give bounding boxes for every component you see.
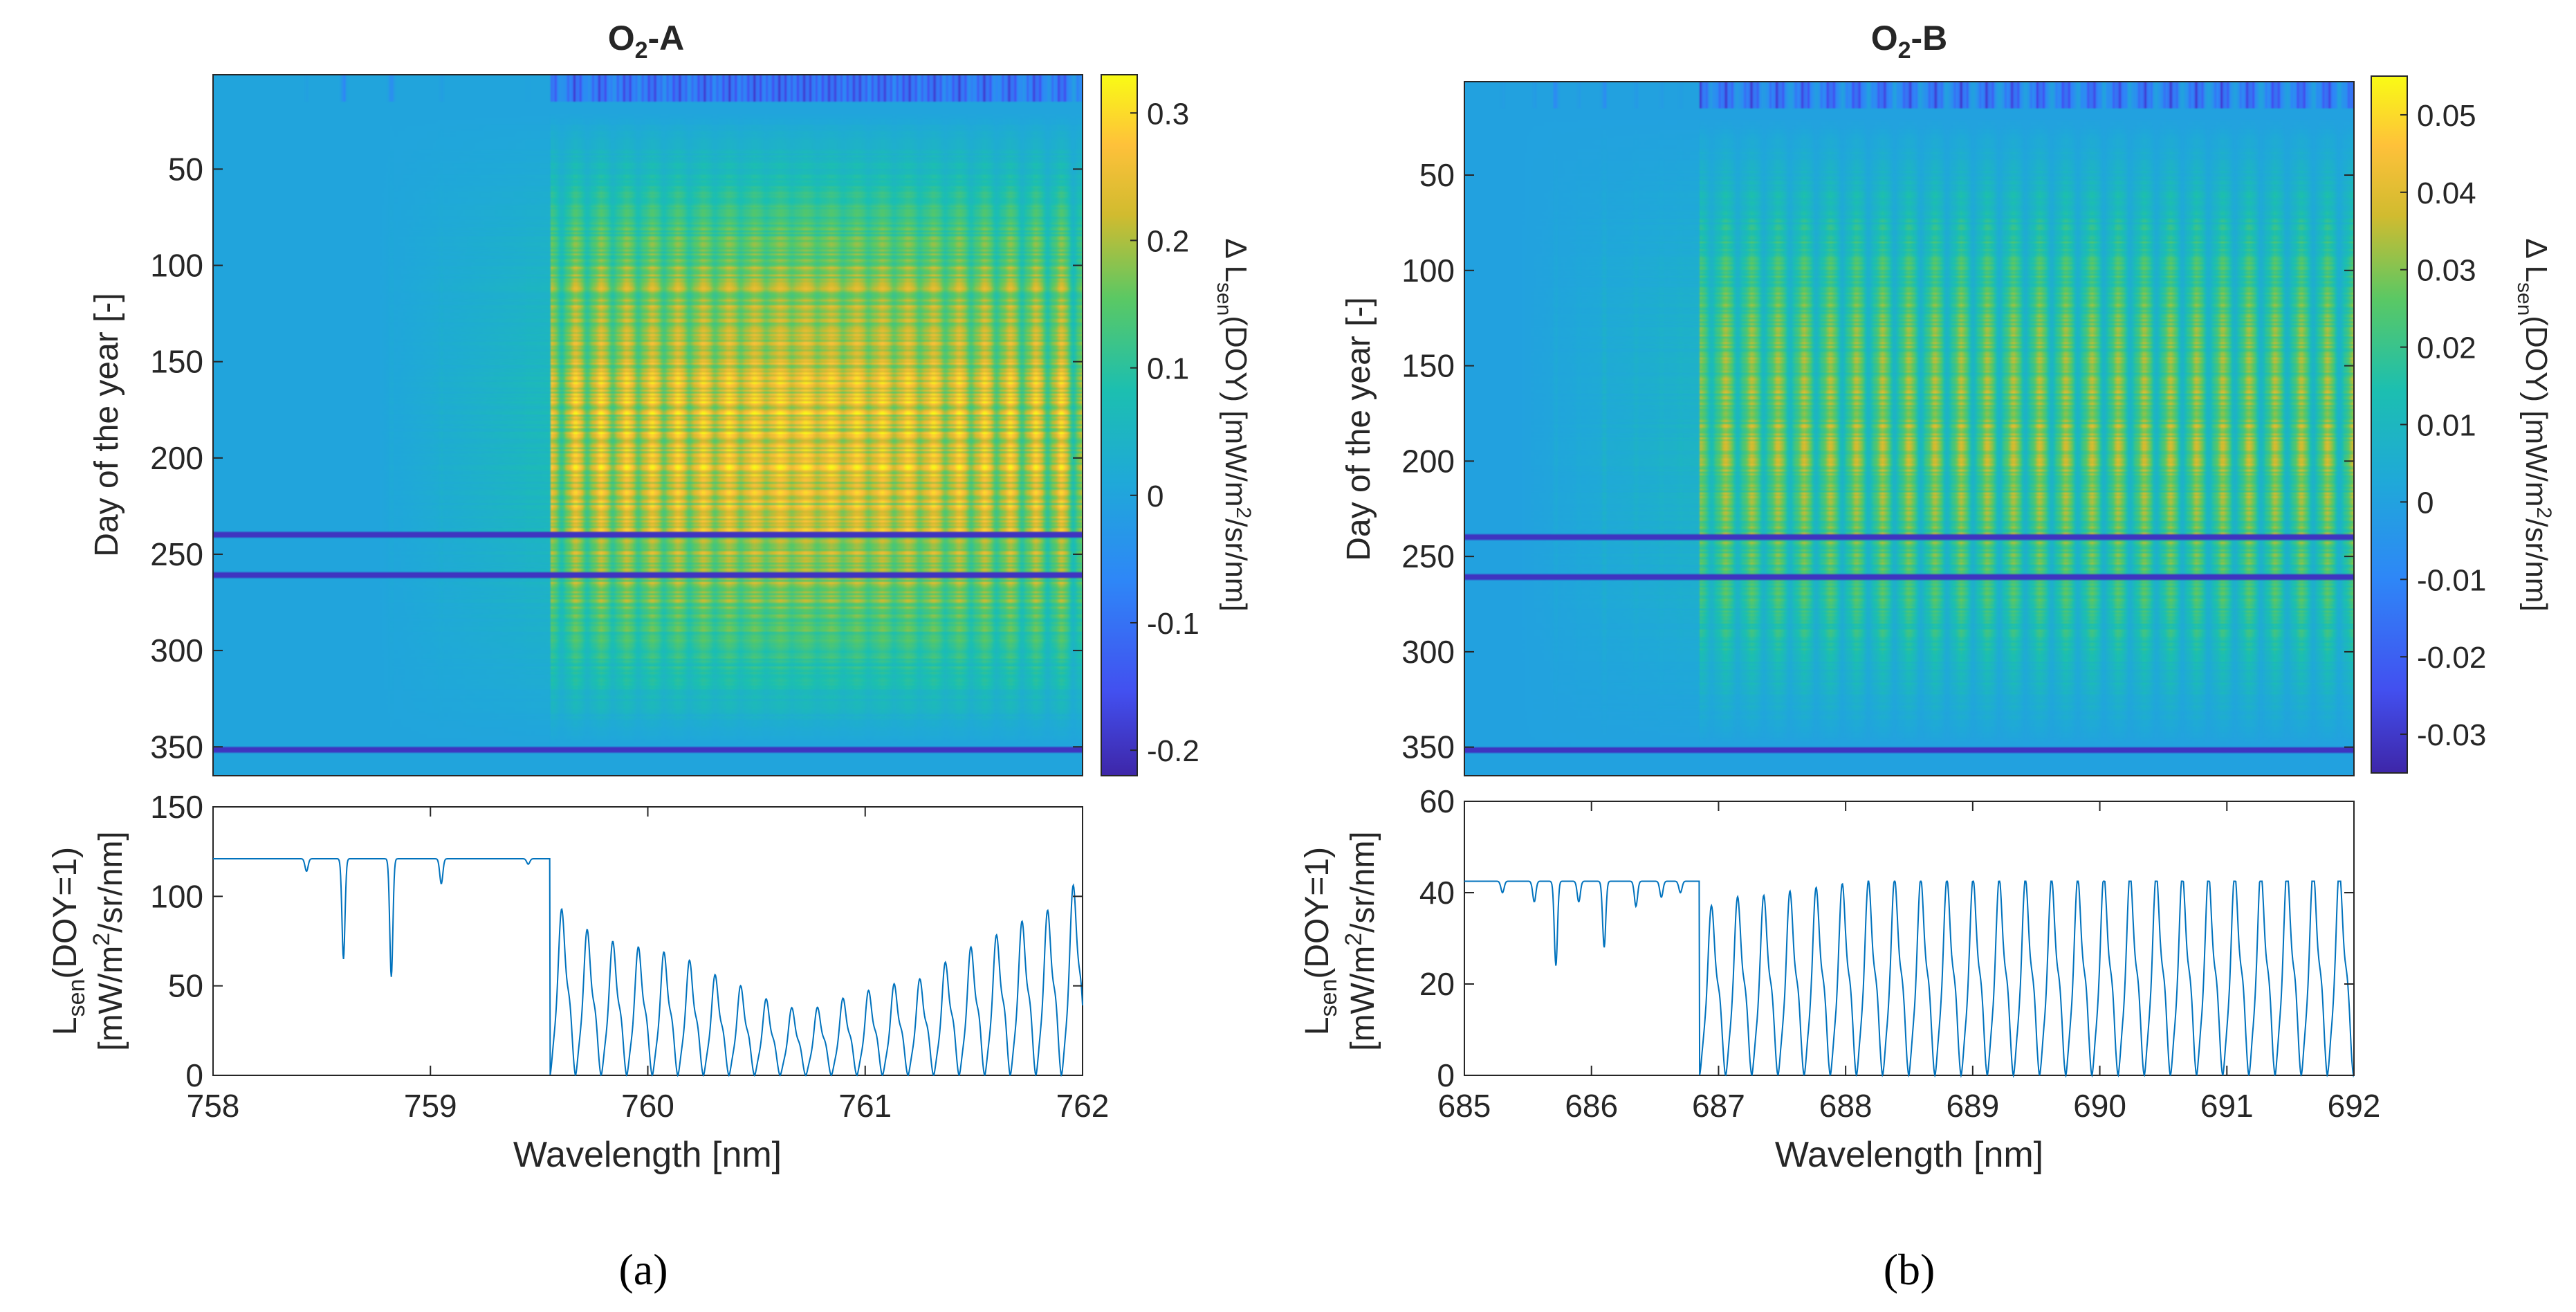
y-tick-label: 100 [1401,253,1455,289]
heatmap-title: O2-A [608,19,685,64]
heatmap-title: O2-B [1871,19,1948,64]
colorbar-ticks: 0.3 0.2 0.1 0 -0.1 -0.2 [1130,97,1199,768]
heatmap-ylabel: Day of the year [-] [89,293,125,557]
y-tick-label: 40 [1419,875,1455,911]
heatmap-b: 50 100 150 200 250 300 350 Day of the year [-] [1341,81,2355,776]
colorbar-tick-label: 0 [2417,486,2434,520]
colorbar-tick-label: 0.03 [2417,254,2476,288]
y-tick-label: 300 [1401,634,1455,670]
y-tick-label: 150 [150,344,203,380]
y-tick-label: 250 [150,536,203,572]
heatmap-yaxis: 50 100 150 200 250 300 350 [1401,157,2354,765]
colorbar-tick-label: 0.04 [2417,176,2476,210]
colorbar-a: 0.3 0.2 0.1 0 -0.1 -0.2 Δ Lsen(DOY) [mW/m2/sr… [1101,74,1255,776]
heatmap-yaxis: 50 100 150 200 250 300 350 [150,151,1083,765]
line-plot-a: 758 759 760 761 762 0 50 100 150 Lsen(DOY=1) [mW… [47,789,1109,1175]
y-tick-label: 60 [1419,783,1455,819]
heatmap-image [213,75,1083,776]
colorbar-label: Δ Lsen(DOY) [mW/m2/sr/nm] [1213,238,1255,611]
y-tick-label: 100 [150,878,203,914]
y-tick-label: 200 [1401,443,1455,479]
line-ylabel-bottom: [mW/m2/sr/nm] [1341,831,1381,1051]
colorbar-tick-label: 0.02 [2417,331,2476,365]
colorbar-tick-label: -0.2 [1147,734,1199,768]
y-tick-label: 250 [1401,538,1455,574]
line-ylabel-top: Lsen(DOY=1) [1299,847,1342,1035]
y-tick-label: 150 [1401,348,1455,384]
x-tick-label: 758 [187,1088,240,1124]
line-ylabel-top: Lsen(DOY=1) [47,847,90,1035]
colorbar-tick-label: -0.01 [2417,563,2486,597]
y-tick-label: 300 [150,632,203,668]
x-tick-label: 687 [1692,1088,1745,1124]
line-plot-frame [1464,801,2355,1076]
spectrum-line [213,858,1083,1077]
x-tick-label: 761 [838,1088,892,1124]
spectrum-line [1464,880,2355,1078]
x-tick-label: 688 [1819,1088,1873,1124]
y-tick-label: 50 [168,151,203,187]
y-tick-label: 50 [1419,157,1455,193]
y-tick-label: 350 [150,729,203,765]
colorbar-tick-label: 0.2 [1147,224,1189,258]
x-tick-label: 685 [1438,1088,1491,1124]
colorbar-tick-label: 0.1 [1147,352,1189,386]
x-tick-label: 760 [621,1088,674,1124]
x-tick-label: 691 [2200,1088,2254,1124]
heatmap-frame [212,74,1083,776]
colorbar-tick-label: 0 [1147,480,1163,513]
y-tick-label: 100 [150,248,203,284]
y-tick-label: 50 [168,968,203,1004]
line-plot-b: 685 686 687 688 689 690 691 692 0 20 40 60 Lsen(DOY… [1299,783,2380,1175]
colorbar-label: Δ Lsen(DOY) [mW/m2/sr/nm] [2513,238,2555,611]
panel-a: O2-A 50 100 150 200 250 300 350 Day of the yea… [47,19,1255,1294]
colorbar-b: 0.05 0.04 0.03 0.02 0.01 0 -0.01 -0.02 -0.03 Δ L… [2371,75,2555,774]
x-tick-label: 690 [2073,1088,2126,1124]
x-tick-label: 686 [1565,1088,1618,1124]
colorbar-tick-label: -0.02 [2417,641,2486,675]
colorbar-ticks: 0.05 0.04 0.03 0.02 0.01 0 -0.01 -0.02 -0.03 [2400,99,2486,752]
y-tick-label: 0 [185,1057,203,1093]
y-tick-label: 150 [150,789,203,825]
heatmap-frame [1464,81,2355,776]
line-xlabel: Wavelength [nm] [513,1135,782,1175]
line-xlabel: Wavelength [nm] [1775,1135,2043,1175]
heatmap-ylabel: Day of the year [-] [1341,297,1377,561]
line-axes: 758 759 760 761 762 0 50 100 150 [150,789,1109,1124]
y-tick-label: 200 [150,440,203,476]
x-tick-label: 762 [1056,1088,1110,1124]
panel-caption: (a) [618,1245,668,1294]
x-tick-label: 759 [404,1088,457,1124]
y-tick-label: 20 [1419,966,1455,1002]
x-tick-label: 692 [2328,1088,2381,1124]
x-tick-label: 689 [1946,1088,1999,1124]
line-ylabel-bottom: [mW/m2/sr/nm] [89,831,129,1051]
line-axes: 685 686 687 688 689 690 691 692 0 20 40 60 [1419,783,2381,1124]
heatmap-a: 50 100 150 200 250 300 350 Day of the year [-] [89,74,1083,776]
y-tick-label: 350 [1401,729,1455,765]
heatmap-image [1464,82,2354,776]
colorbar [1101,74,1138,776]
colorbar-tick-label: -0.03 [2417,718,2486,752]
colorbar-tick-label: -0.1 [1147,607,1199,641]
colorbar-tick-label: 0.01 [2417,409,2476,443]
panel-caption: (b) [1884,1245,1935,1294]
colorbar-tick-label: 0.3 [1147,97,1189,131]
colorbar-tick-label: 0.05 [2417,99,2476,133]
y-tick-label: 0 [1437,1057,1455,1093]
